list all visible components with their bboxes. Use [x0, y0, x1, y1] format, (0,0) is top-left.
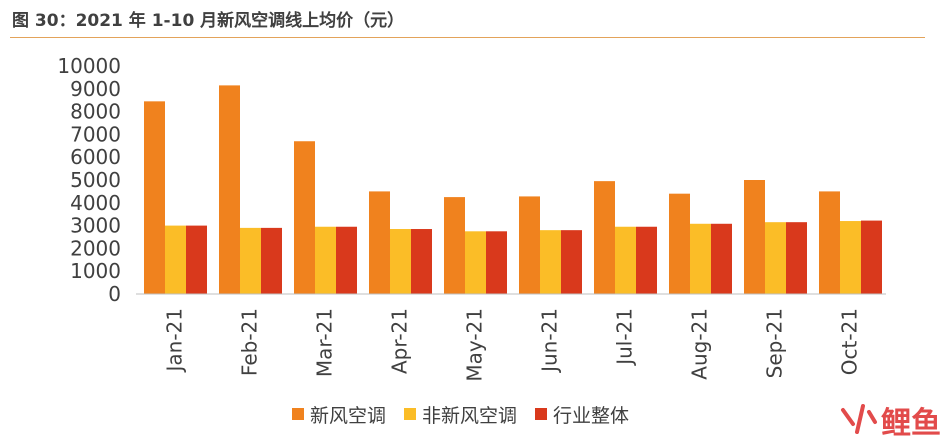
bar-new-air — [219, 85, 240, 294]
bar-non-new-air — [240, 227, 261, 294]
x-tick-label: Apr-21 — [388, 308, 412, 374]
legend-swatch-non-new-air — [404, 408, 417, 420]
x-tick-label: Sep-21 — [763, 308, 787, 378]
x-tick-label: Jun-21 — [538, 308, 562, 374]
bar-industry — [336, 226, 357, 294]
bar-new-air — [744, 180, 765, 294]
y-tick-label: 5000 — [70, 168, 121, 192]
figure-title: 图 30：2021 年 1-10 月新风空调线上均价（元） — [12, 11, 405, 31]
bar-industry — [561, 230, 582, 294]
y-tick-label: 3000 — [70, 214, 121, 238]
legend-item-industry: 行业整体 — [535, 401, 629, 428]
bar-non-new-air — [840, 221, 861, 294]
y-tick-label: 9000 — [70, 77, 121, 101]
bar-industry — [861, 220, 882, 294]
legend-label-non-new-air: 非新风空调 — [422, 404, 518, 427]
bar-non-new-air — [465, 231, 486, 294]
watermark-mark-icon — [841, 404, 877, 434]
bar-industry — [786, 222, 807, 294]
bar-non-new-air — [315, 226, 336, 294]
x-tick-label: Aug-21 — [688, 308, 712, 380]
bar-non-new-air — [615, 226, 636, 294]
y-tick-label: 8000 — [70, 100, 121, 124]
y-tick-label: 6000 — [70, 145, 121, 169]
bar-industry — [411, 229, 432, 294]
bar-non-new-air — [540, 230, 561, 294]
bar-non-new-air — [165, 225, 186, 294]
bar-industry — [186, 225, 207, 294]
watermark-text: 鲤鱼 — [881, 406, 941, 441]
legend-item-new-air: 新风空调 — [292, 401, 386, 428]
x-tick-label: Jan-21 — [163, 308, 187, 374]
x-tick-label: Oct-21 — [838, 308, 862, 375]
legend-swatch-new-air — [292, 408, 304, 420]
bar-new-air — [594, 181, 615, 294]
x-tick-label: May-21 — [463, 308, 487, 382]
x-tick-label: Jul-21 — [613, 308, 637, 367]
y-tick-label: 4000 — [70, 191, 121, 215]
bar-industry — [486, 231, 507, 294]
y-tick-label: 1000 — [70, 259, 121, 283]
bar-new-air — [519, 196, 540, 294]
legend-label-industry: 行业整体 — [553, 404, 630, 427]
legend-label-new-air: 新风空调 — [310, 404, 387, 427]
legend-swatch-industry — [535, 408, 548, 420]
bar-new-air — [669, 193, 690, 294]
bar-industry — [636, 226, 657, 294]
y-tick-label: 2000 — [70, 236, 121, 260]
bar-new-air — [144, 101, 165, 294]
bar-non-new-air — [390, 229, 411, 294]
bar-new-air — [369, 191, 390, 294]
y-tick-label: 0 — [108, 282, 121, 306]
bar-non-new-air — [765, 222, 786, 294]
chart-legend: 新风空调 非新风空调 行业整体 — [292, 401, 629, 427]
legend-item-non-new-air: 非新风空调 — [404, 401, 517, 428]
bar-new-air — [444, 197, 465, 294]
watermark-logo: 鲤鱼 — [839, 398, 941, 442]
x-tick-label: Feb-21 — [238, 308, 262, 376]
bar-new-air — [294, 141, 315, 294]
x-tick-label: Mar-21 — [313, 308, 337, 377]
bar-non-new-air — [690, 223, 711, 294]
y-tick-label: 10000 — [57, 54, 121, 78]
y-tick-label: 7000 — [70, 122, 121, 146]
bar-new-air — [819, 191, 840, 294]
title-divider — [10, 37, 925, 38]
bar-industry — [261, 227, 282, 294]
bar-industry — [711, 223, 732, 294]
